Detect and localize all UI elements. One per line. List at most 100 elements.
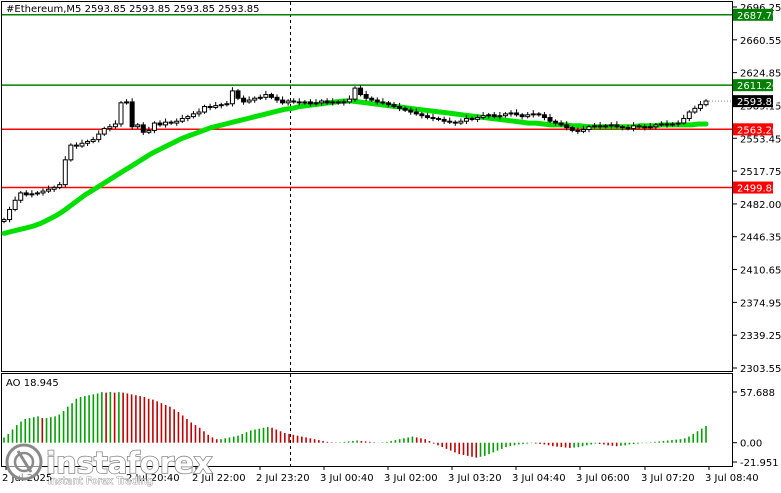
candle-body — [369, 97, 375, 101]
candle — [241, 95, 247, 105]
candle-body — [480, 115, 486, 119]
candle-body — [525, 114, 531, 118]
candle — [530, 110, 536, 118]
candle-body — [40, 190, 46, 194]
candle-body — [23, 192, 29, 196]
candle-body — [358, 87, 364, 96]
candle — [107, 123, 113, 132]
candle-body — [441, 118, 447, 122]
candle — [608, 122, 614, 129]
candle-body — [614, 124, 620, 128]
candle — [335, 100, 341, 105]
candle — [73, 142, 79, 149]
candle-body — [419, 113, 425, 117]
candle — [163, 118, 169, 128]
candle-body — [497, 115, 503, 118]
price-tick-label: 2303.55 — [740, 364, 781, 375]
candle — [313, 99, 319, 106]
time-tick-label: 3 Jul 07:20 — [641, 473, 695, 484]
candle — [430, 113, 436, 122]
candle — [218, 102, 224, 109]
candle-body — [73, 144, 79, 147]
candle-body — [686, 111, 692, 119]
candle-body — [692, 107, 698, 113]
candle-body — [185, 116, 191, 119]
candle — [408, 107, 414, 115]
price-axis: 2696.252660.552624.852589.152553.452517.… — [732, 3, 781, 375]
candle — [642, 123, 648, 131]
price-badge-bg — [733, 123, 773, 136]
candle-body — [274, 96, 280, 101]
candle-body — [586, 126, 592, 130]
candle-body — [229, 90, 235, 105]
candle — [525, 112, 531, 119]
time-tick-label: 3 Jul 08:40 — [705, 473, 759, 484]
candle — [586, 124, 592, 133]
main-chart-title: #Ethereum,M5 2593.85 2593.85 2593.85 259… — [6, 4, 260, 15]
candle-body — [603, 125, 609, 128]
candle-body — [235, 90, 241, 99]
candle-body — [29, 193, 35, 196]
candle — [597, 122, 603, 130]
price-tick-label: 2410.65 — [740, 266, 781, 277]
candle — [135, 123, 141, 129]
candle-body — [541, 114, 547, 119]
ao-tick-label: 0.00 — [740, 439, 762, 450]
candle — [202, 104, 208, 114]
candle — [185, 114, 191, 122]
candle — [57, 181, 63, 190]
candle — [330, 98, 336, 106]
candle-body — [413, 111, 419, 115]
candle-body — [580, 128, 586, 132]
price-tick-label: 2696.25 — [740, 3, 781, 14]
candle — [569, 125, 575, 133]
candle — [491, 112, 497, 119]
candle-body — [374, 99, 380, 103]
candle — [592, 123, 598, 129]
candle — [302, 100, 308, 105]
price-badge: 2593.85 — [733, 95, 778, 108]
candle-body — [385, 102, 391, 106]
candle — [402, 106, 408, 113]
candle-body — [90, 139, 96, 142]
candle — [263, 90, 269, 101]
candle — [514, 109, 520, 117]
price-badge-label: 2499.88 — [737, 184, 778, 195]
candle — [85, 139, 91, 147]
candle-body — [397, 106, 403, 109]
candle — [547, 113, 553, 124]
candle — [62, 156, 68, 188]
candle — [363, 90, 369, 101]
candle — [675, 120, 681, 127]
candle — [647, 123, 653, 130]
time-tick-label: 2 Jul 20:40 — [126, 473, 180, 484]
candle-body — [575, 129, 581, 132]
candle-body — [642, 126, 648, 129]
candle-body — [296, 101, 302, 104]
candle — [374, 97, 380, 105]
candle-body — [430, 117, 436, 120]
candle — [140, 122, 146, 136]
candle-body — [12, 199, 18, 210]
candle — [68, 143, 74, 162]
candle-body — [592, 125, 598, 128]
candle — [575, 127, 581, 135]
candle-body — [218, 104, 224, 107]
candle — [452, 120, 458, 126]
ao-pane-border — [1, 373, 733, 467]
candle — [636, 123, 642, 129]
time-tick-label: 2 Jul 23:20 — [256, 473, 310, 484]
price-badge: 2687.79 — [733, 8, 778, 22]
candle-body — [140, 124, 146, 133]
candle-body — [101, 128, 107, 135]
candle-body — [391, 104, 397, 108]
candle — [96, 130, 102, 143]
candle-body — [1, 219, 7, 222]
candle-body — [163, 121, 169, 126]
candle-body — [285, 100, 291, 104]
candle-body — [408, 109, 414, 113]
candle — [224, 100, 230, 107]
candle-body — [313, 102, 319, 105]
price-badge-bg — [733, 8, 773, 21]
candle — [603, 123, 609, 129]
